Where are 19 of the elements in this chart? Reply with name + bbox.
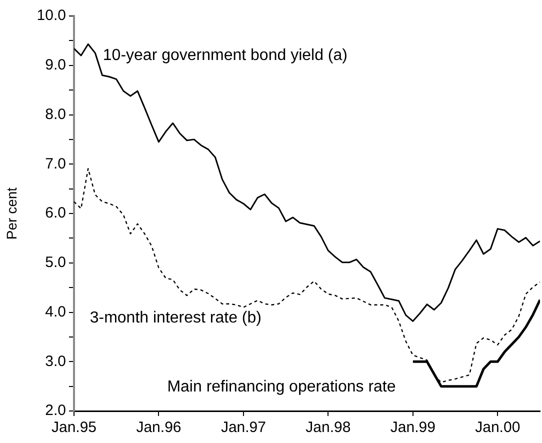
x-tick-label: Jan.96: [136, 419, 182, 436]
y-tick-label: 4.0: [45, 303, 66, 320]
y-tick-label: 5.0: [45, 254, 66, 272]
x-tick-label: Jan.95: [51, 419, 97, 436]
y-tick-label: 7.0: [45, 155, 66, 172]
x-tick-label: Jan.98: [306, 419, 351, 436]
series-label: 3-month interest rate (b): [90, 310, 262, 327]
x-tick-label: Jan.97: [220, 419, 266, 436]
y-tick-label: 2.0: [45, 402, 66, 420]
x-tick-label: Jan.99: [390, 419, 436, 436]
x-tick-label: Jan.00: [475, 419, 520, 436]
series-label: Main refinancing operations rate: [167, 378, 396, 396]
y-tick-label: 9.0: [45, 56, 66, 74]
y-tick-label: 10.0: [36, 7, 66, 24]
y-axis-title: Per cent: [3, 187, 20, 240]
y-tick-label: 3.0: [45, 352, 66, 370]
series-label: 10-year government bond yield (a): [102, 46, 348, 64]
y-tick-label: 6.0: [45, 204, 66, 222]
y-tick-label: 8.0: [45, 106, 66, 123]
